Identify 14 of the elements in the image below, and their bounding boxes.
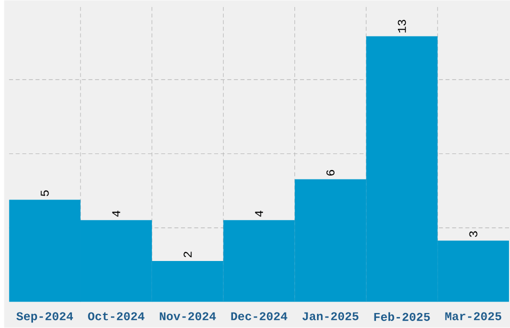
data-label: 6 — [326, 170, 335, 176]
data-label: 4 — [255, 210, 263, 217]
data-label: 4 — [112, 210, 120, 217]
x-tick-label: Oct-2024 — [88, 312, 144, 320]
data-label: 2 — [184, 252, 192, 258]
data-label: 5 — [40, 190, 49, 196]
data-label: 13 — [398, 20, 406, 33]
x-tick-label: Sep-2024 — [16, 312, 73, 323]
x-tick-label: Nov-2024 — [160, 312, 216, 320]
x-tick-label: Jan-2025 — [302, 312, 358, 320]
x-tick-label: Dec-2024 — [231, 312, 288, 320]
x-tick-label: Feb-2025 — [374, 312, 430, 322]
data-label: 3 — [469, 231, 478, 238]
x-tick-label: Mar-2025 — [445, 312, 502, 320]
